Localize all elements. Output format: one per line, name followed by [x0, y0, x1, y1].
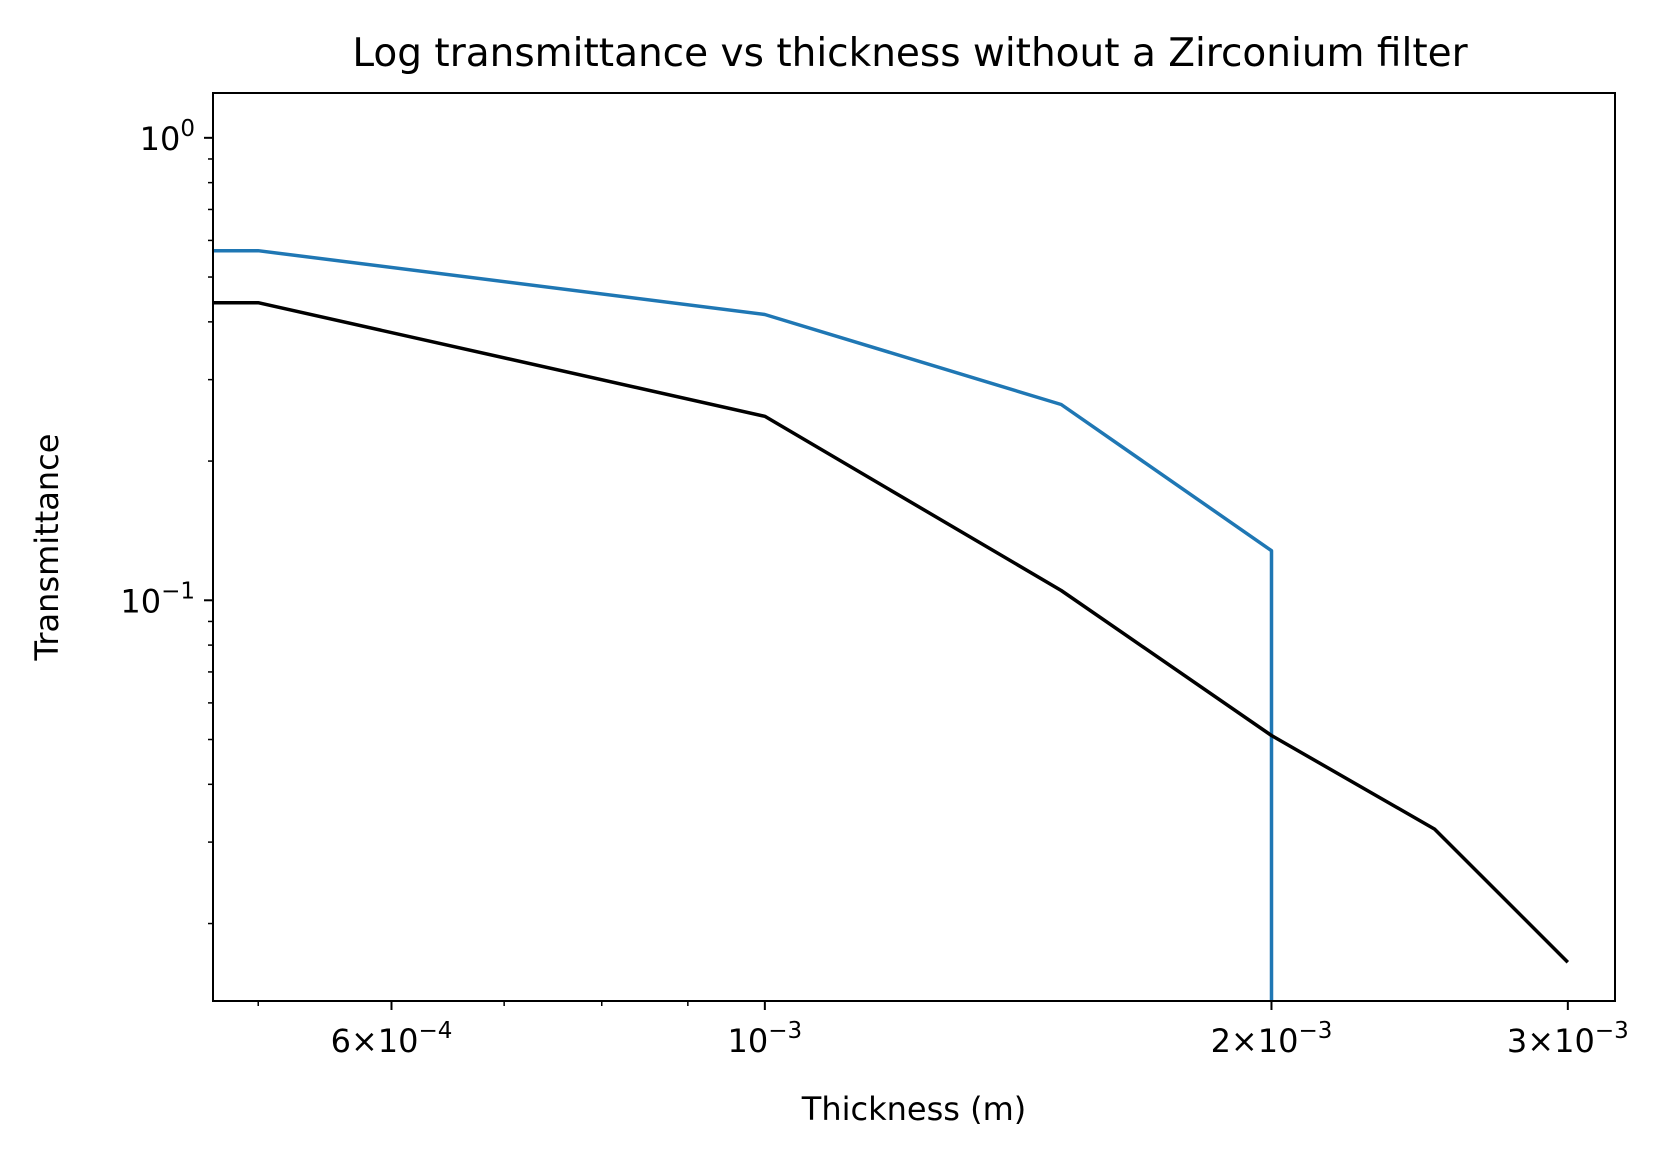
y-axis-ticks: 100 10−1 [120, 116, 213, 925]
y-axis-label: Transmittance [28, 434, 66, 662]
x-tick-label: 6×10−4 [331, 1018, 453, 1060]
series-line-1 [213, 248, 1274, 1001]
chart-title: Log transmittance vs thickness without a… [352, 31, 1468, 76]
y-tick-label: 10−1 [120, 578, 195, 620]
x-tick-label: 3×10−3 [1507, 1018, 1629, 1060]
x-axis-ticks: 6×10−4 10−3 2×10−3 3×10−3 [257, 1001, 1629, 1060]
series-line-2 [213, 300, 1570, 964]
y-tick-label: 100 [140, 116, 195, 158]
x-axis-label: Thickness (m) [801, 1090, 1026, 1128]
x-tick-label: 10−3 [728, 1018, 803, 1060]
axes-frame [212, 92, 1616, 1002]
data-lines [213, 248, 1570, 1001]
x-tick-label: 2×10−3 [1211, 1018, 1333, 1060]
